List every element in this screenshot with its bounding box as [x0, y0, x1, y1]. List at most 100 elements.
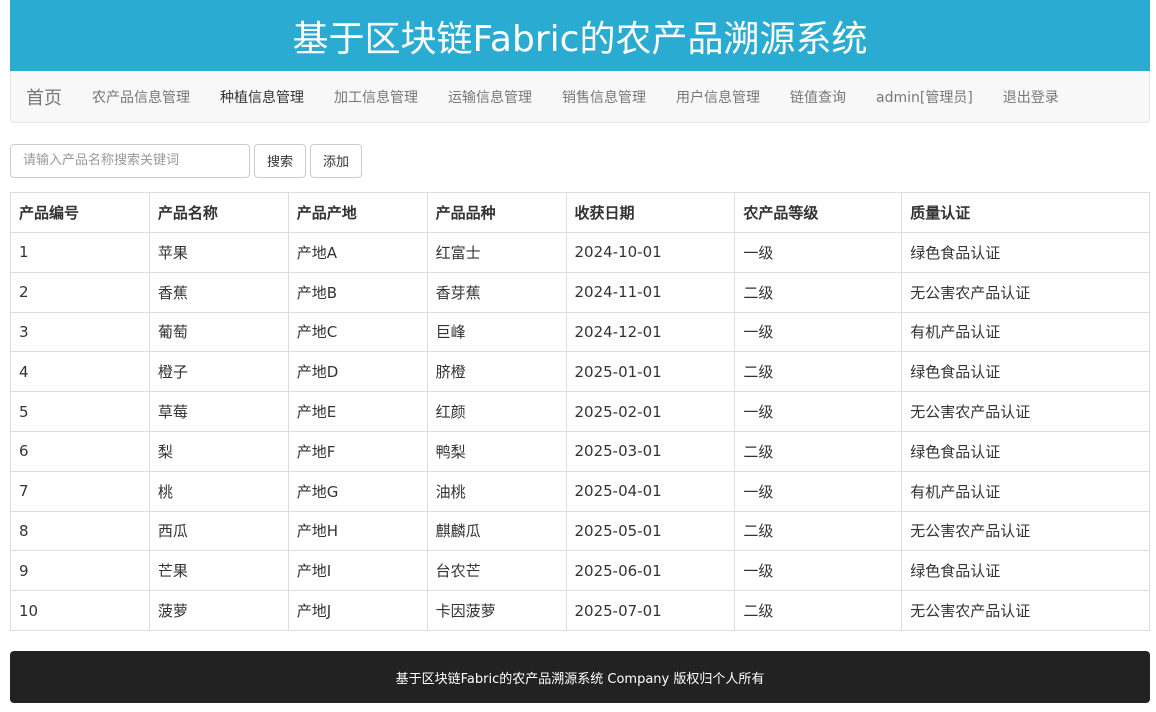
table-cell: 产地I: [287, 550, 428, 592]
table-cell: 2025-02-01: [565, 391, 736, 432]
table-row: 9 芒果 产地I 台农芒 2025-06-01 一级 绿色食品认证: [10, 550, 1150, 592]
table-cell: 巨峰: [426, 311, 567, 353]
table-cell: 二级: [734, 271, 903, 313]
table-cell: 二级: [734, 430, 903, 472]
table-cell: 卡因菠萝: [426, 590, 567, 631]
table-cell: 5: [10, 391, 150, 432]
table-cell: 8: [10, 510, 150, 552]
product-table: 产品编号 产品名称 产品产地 产品品种 收获日期 农产品等级 质量认证 1 苹果产…: [10, 192, 1150, 631]
table-cell: 绿色食品认证: [901, 232, 1150, 273]
table-cell: 9: [10, 550, 150, 592]
table-cell: 梨: [148, 430, 289, 472]
table-cell: 西瓜: [148, 510, 289, 552]
nav-item-transport-info[interactable]: 运输信息管理: [448, 89, 532, 106]
add-button[interactable]: 添加: [310, 143, 363, 178]
nav-item-product-info[interactable]: 农产品信息管理: [92, 89, 190, 106]
table-cell: 红颜: [426, 391, 567, 432]
table-cell: 产地F: [287, 430, 428, 472]
table-cell: 产地J: [287, 590, 428, 631]
table-cell: 1: [10, 232, 150, 273]
table-header-row: 产品编号 产品名称 产品产地 产品品种 收获日期 农产品等级 质量认证: [10, 192, 1150, 233]
column-header: 产品名称: [148, 192, 289, 233]
table-row: 8 西瓜 产地H 麒麟瓜 2025-05-01 二级 无公害农产品认证: [10, 510, 1150, 552]
page-header: 基于区块链Fabric的农产品溯源系统: [10, 0, 1150, 71]
table-cell: 无公害农产品认证: [901, 271, 1150, 313]
table-cell: 无公害农产品认证: [901, 510, 1150, 552]
table-cell: 草莓: [148, 391, 289, 432]
table-cell: 2: [10, 271, 150, 313]
footer-copyright: 基于区块链Fabric的农产品溯源系统 Company 版权归个人所有: [395, 671, 765, 687]
table-cell: 有机产品认证: [901, 311, 1150, 353]
table-cell: 有机产品认证: [901, 470, 1150, 512]
table-cell: 2024-12-01: [565, 311, 736, 353]
table-cell: 芒果: [148, 550, 289, 592]
table-cell: 产地D: [287, 351, 428, 393]
column-header: 产品品种: [426, 192, 567, 233]
column-header: 收获日期: [565, 192, 736, 233]
table-cell: 绿色食品认证: [901, 550, 1150, 592]
table-cell: 脐橙: [426, 351, 567, 393]
table-cell: 4: [10, 351, 150, 393]
table-cell: 台农芒: [426, 550, 567, 592]
table-cell: 鸭梨: [426, 430, 567, 472]
table-row: 4 橙子 产地D 脐橙 2025-01-01 二级 绿色食品认证: [10, 351, 1150, 393]
table-cell: 2025-07-01: [565, 590, 736, 631]
nav-item-user-info[interactable]: 用户信息管理: [676, 89, 760, 106]
table-cell: 2025-01-01: [565, 351, 736, 393]
table-cell: 麒麟瓜: [426, 510, 567, 552]
table-cell: 一级: [734, 470, 903, 512]
table-cell: 6: [10, 430, 150, 472]
table-cell: 一级: [734, 311, 903, 353]
table-cell: 2024-10-01: [565, 232, 736, 273]
table-row: 6 梨产地F 鸭梨 2025-03-01 二级 绿色食品认证: [10, 430, 1150, 472]
page-footer: 基于区块链Fabric的农产品溯源系统 Company 版权归个人所有: [10, 651, 1150, 703]
nav-item-logout[interactable]: 退出登录: [1002, 89, 1059, 106]
nav-item-chain-query[interactable]: 链值查询: [790, 89, 846, 106]
table-row: 10 菠萝 产地J 卡因菠萝 2025-07-01 二级 无公害农产品认证: [10, 590, 1150, 631]
top-navbar: 首页 农产品信息管理 种植信息管理 加工信息管理 运输信息管理 销售信息管理 用…: [10, 71, 1150, 123]
table-cell: 葡萄: [148, 311, 289, 353]
table-cell: 二级: [734, 510, 903, 552]
table-cell: 2025-06-01: [565, 550, 736, 592]
table-cell: 香蕉: [148, 271, 289, 313]
table-cell: 红富士: [426, 232, 567, 273]
table-row: 1 苹果 产地A 红富士 2024-10-01 一级 绿色食品认证: [10, 232, 1150, 273]
nav-item-processing-info[interactable]: 加工信息管理: [334, 89, 418, 106]
table-cell: 一级: [734, 232, 903, 273]
column-header: 质量认证: [901, 192, 1150, 233]
table-cell: 橙子: [148, 351, 289, 393]
column-header: 农产品等级: [734, 192, 903, 233]
nav-home-link[interactable]: 首页: [26, 87, 62, 109]
table-cell: 2024-11-01: [565, 271, 736, 313]
table-cell: 2025-03-01: [565, 430, 736, 472]
table-cell: 2025-05-01: [565, 510, 736, 552]
search-button[interactable]: 搜索: [254, 143, 307, 178]
column-header: 产品编号: [10, 192, 150, 233]
table-cell: 产地E: [287, 391, 428, 432]
page-title: 基于区块链Fabric的农产品溯源系统: [292, 18, 868, 60]
table-cell: 苹果: [148, 232, 289, 273]
table-cell: 2025-04-01: [565, 470, 736, 512]
table-cell: 7: [10, 470, 150, 512]
table-cell: 绿色食品认证: [901, 430, 1150, 472]
table-row: 7 桃产地G 油桃 2025-04-01 一级 有机产品认证: [10, 470, 1150, 512]
nav-item-sales-info[interactable]: 销售信息管理: [562, 89, 646, 106]
table-cell: 菠萝: [148, 590, 289, 631]
table-row: 2 香蕉 产地B 香芽蕉 2024-11-01 二级 无公害农产品认证: [10, 271, 1150, 313]
table-cell: 香芽蕉: [426, 271, 567, 313]
column-header: 产品产地: [287, 192, 428, 233]
table-cell: 3: [10, 311, 150, 353]
table-row: 3 葡萄 产地C 巨峰 2024-12-01 一级 有机产品认证: [10, 311, 1150, 353]
table-row: 5 草莓 产地E 红颜 2025-02-01 一级 无公害农产品认证: [10, 391, 1150, 432]
table-cell: 二级: [734, 351, 903, 393]
table-cell: 产地B: [287, 271, 428, 313]
table-cell: 油桃: [426, 470, 567, 512]
table-cell: 绿色食品认证: [901, 351, 1150, 393]
table-cell: 桃: [148, 470, 289, 512]
search-bar: 搜索 添加: [10, 143, 363, 178]
table-cell: 无公害农产品认证: [901, 590, 1150, 631]
nav-item-planting-info[interactable]: 种植信息管理: [220, 89, 304, 106]
table-cell: 10: [10, 590, 150, 631]
search-input[interactable]: [10, 143, 250, 178]
nav-item-current-user[interactable]: admin[管理员]: [876, 89, 973, 106]
